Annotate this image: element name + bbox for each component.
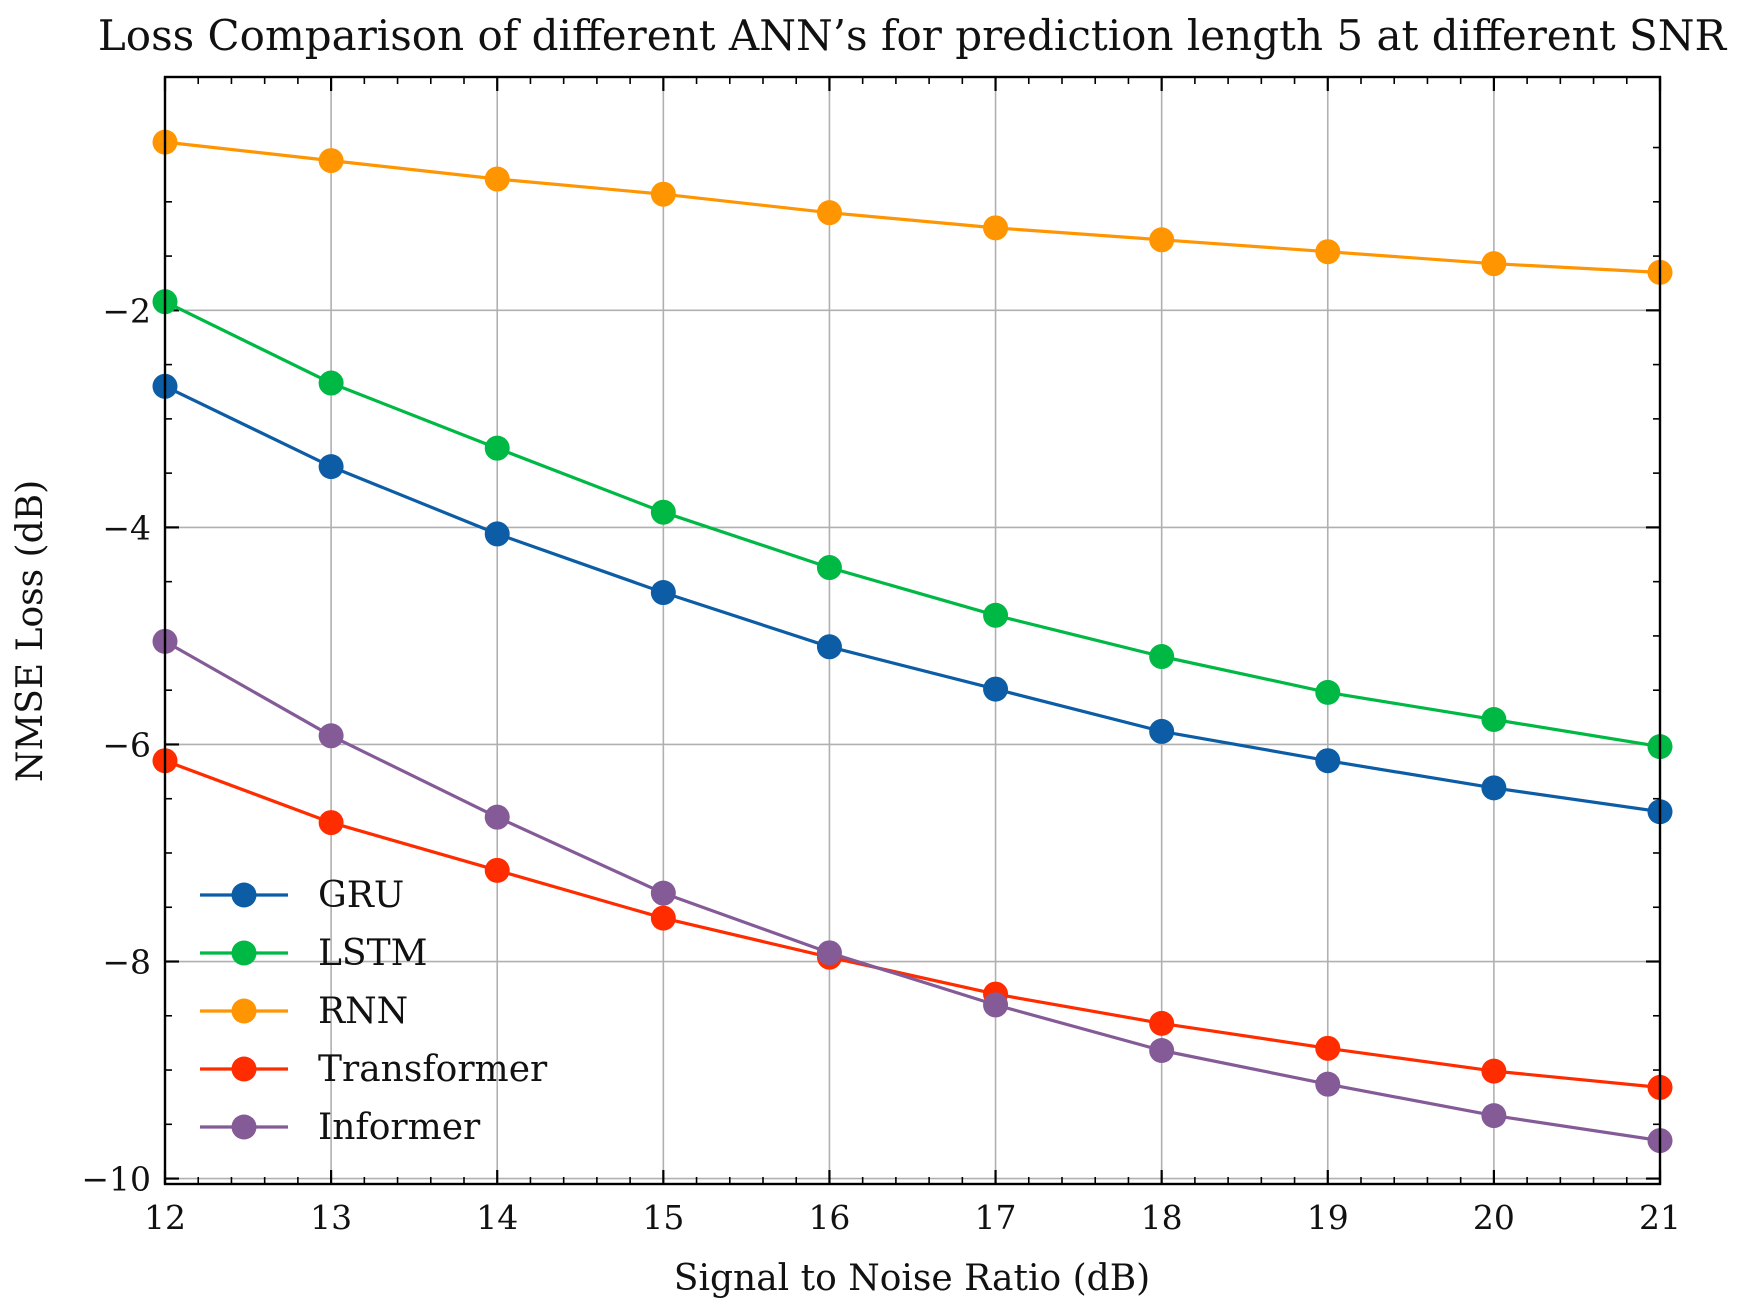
y-tick-labels: −2 −4 −6 −8 −10 — [81, 291, 151, 1198]
legend-item-informer: Informer — [200, 1107, 481, 1148]
gru-point — [484, 521, 510, 547]
transformer-point — [1315, 1035, 1341, 1061]
x-tick-label: 21 — [1639, 1198, 1681, 1237]
lstm-point — [1315, 679, 1341, 705]
legend-marker-transformer — [231, 1056, 257, 1082]
informer-point — [1481, 1103, 1507, 1129]
legend-item-lstm: LSTM — [200, 933, 427, 974]
x-tick-label: 19 — [1307, 1198, 1349, 1237]
legend-marker-informer — [231, 1114, 257, 1140]
y-tick-label: −6 — [102, 725, 151, 764]
legend-marker-lstm — [231, 940, 257, 966]
legend-label-informer: Informer — [318, 1107, 481, 1148]
gru-point — [983, 676, 1009, 702]
x-tick-label: 13 — [310, 1198, 352, 1237]
lstm-point — [1481, 706, 1507, 732]
rnn-point — [650, 181, 676, 207]
x-tick-label: 14 — [476, 1198, 518, 1237]
transformer-point — [1149, 1010, 1175, 1036]
lstm-point — [484, 435, 510, 461]
y-tick-label: −2 — [102, 291, 151, 330]
transformer-line — [164, 759, 1661, 1089]
x-tick-label: 20 — [1473, 1198, 1515, 1237]
rnn-point — [816, 200, 842, 226]
informer-point — [1315, 1071, 1341, 1097]
informer-line — [164, 640, 1661, 1143]
rnn-point — [1149, 227, 1175, 253]
chart-title: Loss Comparison of different ANN’s for p… — [98, 11, 1728, 60]
gru-point — [816, 634, 842, 660]
gru-point — [650, 580, 676, 606]
lstm-point — [983, 602, 1009, 628]
x-tick-label: 16 — [808, 1198, 850, 1237]
legend-item-transformer: Transformer — [200, 1049, 548, 1090]
x-axis-label: Signal to Noise Ratio (dB) — [674, 1258, 1150, 1299]
x-tick-label: 18 — [1141, 1198, 1183, 1237]
informer-point — [650, 880, 676, 906]
gru-point — [1481, 775, 1507, 801]
informer-point — [318, 723, 344, 749]
x-tick-labels: 12 13 14 15 16 17 18 19 20 21 — [144, 1198, 1681, 1237]
y-tick-label: −4 — [102, 508, 151, 547]
gru-point — [1149, 718, 1175, 744]
legend-label-transformer: Transformer — [318, 1049, 548, 1090]
gru-point — [318, 454, 344, 480]
lstm-point — [816, 555, 842, 581]
lstm-point — [650, 499, 676, 525]
series-gru — [152, 373, 1673, 825]
informer-point — [484, 804, 510, 830]
lstm-point — [1149, 644, 1175, 670]
series-rnn — [152, 129, 1673, 285]
series-lstm — [152, 289, 1673, 760]
lstm-point — [318, 370, 344, 396]
legend-label-lstm: LSTM — [318, 933, 427, 974]
transformer-point — [650, 905, 676, 931]
x-tick-label: 17 — [975, 1198, 1017, 1237]
transformer-point — [318, 810, 344, 836]
rnn-point — [484, 166, 510, 192]
legend-item-rnn: RNN — [200, 991, 408, 1032]
informer-point — [1149, 1038, 1175, 1064]
y-tick-label: −8 — [102, 943, 151, 982]
rnn-point — [1315, 239, 1341, 265]
rnn-line — [164, 140, 1661, 274]
informer-point — [816, 940, 842, 966]
gru-line — [164, 384, 1661, 814]
legend-item-gru: GRU — [200, 875, 404, 916]
gru-point — [1315, 748, 1341, 774]
rnn-point — [983, 215, 1009, 241]
legend: GRU LSTM RNN Transformer Informer — [200, 875, 548, 1148]
rnn-point — [318, 148, 344, 174]
legend-label-rnn: RNN — [318, 991, 408, 1032]
plot-frame — [163, 75, 1662, 1186]
legend-marker-rnn — [231, 998, 257, 1024]
y-axis-label: NMSE Loss (dB) — [10, 480, 51, 782]
y-tick-label: −10 — [81, 1160, 151, 1199]
legend-label-gru: GRU — [318, 875, 404, 916]
legend-marker-gru — [231, 882, 257, 908]
rnn-point — [1481, 251, 1507, 277]
transformer-point — [484, 857, 510, 883]
informer-point — [983, 992, 1009, 1018]
lstm-line — [164, 300, 1661, 749]
x-tick-label: 12 — [144, 1198, 186, 1237]
x-tick-label: 15 — [642, 1198, 684, 1237]
transformer-point — [1481, 1058, 1507, 1084]
